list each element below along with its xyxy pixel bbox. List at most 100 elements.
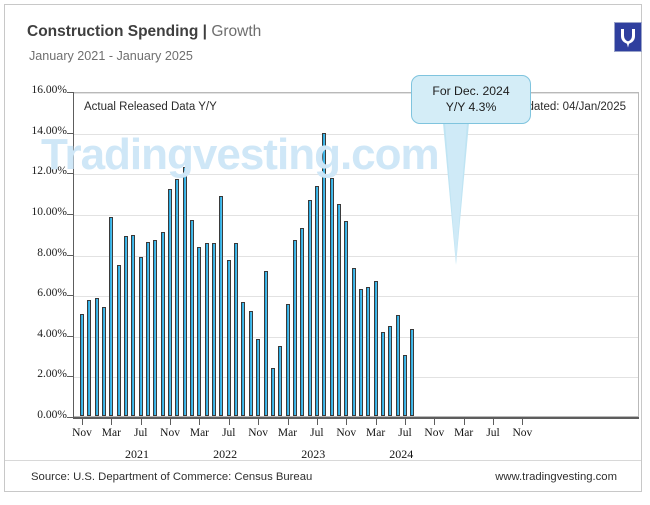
y-axis-tick-label: 6.00% — [37, 287, 67, 300]
page-title: Construction Spending | Growth — [27, 23, 261, 41]
y-axis-tick — [67, 335, 73, 337]
title-sub: Growth — [211, 23, 262, 40]
bar — [204, 243, 209, 416]
bar — [197, 247, 202, 416]
x-axis-tick — [375, 419, 377, 425]
bar — [131, 235, 136, 416]
site-url: www.tradingvesting.com — [495, 471, 617, 483]
y-axis-tick — [67, 376, 73, 378]
callout-line-1: For Dec. 2024 — [432, 84, 510, 98]
gridline — [74, 296, 638, 298]
y-axis-tick — [67, 213, 73, 215]
y-axis-tick — [67, 173, 73, 175]
y-axis-tick-label: 14.00% — [31, 124, 67, 137]
bar — [380, 331, 385, 416]
bar — [146, 242, 151, 416]
x-axis-tick — [140, 419, 142, 425]
y-axis-tick-label: 10.00% — [31, 205, 67, 218]
chart-header: Construction Spending | Growth January 2… — [5, 5, 642, 75]
x-axis-tick — [493, 419, 495, 425]
gridline — [74, 214, 638, 216]
callout-pointer-inner — [445, 123, 467, 262]
footer-divider — [5, 460, 641, 461]
y-axis-tick-label: 16.00% — [31, 84, 67, 96]
x-axis-year-label: 2024 — [389, 447, 414, 461]
x-axis-tick-label: Nov — [248, 427, 269, 439]
bar — [226, 259, 231, 416]
x-axis-tick — [228, 419, 230, 425]
x-axis-tick-label: Mar — [454, 427, 474, 439]
bar — [329, 178, 334, 416]
bar — [300, 228, 305, 416]
bar — [116, 264, 121, 416]
y-axis-tick — [67, 254, 73, 256]
x-axis-tick-label: Jul — [486, 427, 500, 439]
bar — [366, 287, 371, 416]
bar — [263, 270, 268, 416]
y-axis-labels: 0.00% 2.00% 4.00% 6.00% 8.00% 10.00% 12.00% 14.… — [5, 5, 73, 505]
y-axis-tick-label: 0.00% — [37, 409, 67, 421]
gridline — [74, 93, 638, 94]
bar — [336, 203, 341, 416]
x-axis-tick-label: Jul — [310, 427, 324, 439]
x-axis-year-label: 2022 — [213, 447, 238, 461]
y-axis-line — [73, 92, 74, 418]
plot-note-left: Actual Released Data Y/Y — [84, 101, 217, 113]
y-axis-tick — [67, 295, 73, 297]
gridline — [74, 133, 638, 135]
gridline — [74, 174, 638, 176]
x-axis-tick — [258, 419, 260, 425]
x-axis-tick — [346, 419, 348, 425]
bar — [344, 221, 349, 416]
x-axis-tick-label: Jul — [398, 427, 412, 439]
bull-logo-icon — [614, 22, 642, 52]
bar — [153, 240, 158, 416]
x-axis-tick-label: Nov — [160, 427, 180, 439]
x-axis-tick — [404, 419, 406, 425]
bar — [314, 186, 319, 416]
x-axis-tick — [316, 419, 318, 425]
x-axis-year-label: 2021 — [125, 447, 150, 461]
bar — [80, 314, 84, 416]
y-axis-tick — [67, 92, 73, 93]
x-axis-tick-label: Mar — [189, 427, 210, 439]
x-axis-tick-label: Nov — [72, 427, 92, 439]
bar — [256, 338, 261, 416]
bar — [395, 315, 400, 416]
x-axis-tick — [170, 419, 172, 425]
bar — [87, 300, 92, 416]
bar — [212, 243, 217, 416]
plot-note-right: Updated: 04/Jan/2025 — [512, 101, 626, 113]
bar — [248, 311, 253, 416]
x-axis-year-label: 2023 — [301, 447, 326, 461]
bar — [307, 199, 312, 416]
bar — [102, 307, 107, 416]
bar — [278, 345, 283, 416]
bar — [358, 289, 363, 416]
bar — [190, 219, 195, 416]
annotation-callout: For Dec. 2024 Y/Y 4.3% — [411, 75, 531, 125]
chart-card: Construction Spending | Growth January 2… — [4, 4, 642, 492]
bar — [270, 368, 275, 416]
x-axis-tick — [434, 419, 436, 425]
bar — [292, 240, 297, 416]
x-axis-tick — [522, 419, 524, 425]
x-axis-tick-label: Mar — [277, 427, 298, 439]
y-axis-tick-label: 12.00% — [31, 165, 67, 178]
x-axis-tick-label: Jul — [222, 427, 236, 439]
x-axis-tick-label: Mar — [101, 427, 121, 439]
x-axis-tick-label: Mar — [366, 427, 386, 439]
x-axis-tick-label: Jul — [134, 427, 148, 439]
x-axis-tick — [82, 419, 83, 425]
y-axis-tick-label: 2.00% — [37, 368, 67, 381]
bar — [285, 304, 290, 416]
x-axis-tick-label: Nov — [424, 427, 445, 439]
bar — [138, 256, 143, 416]
bar — [109, 216, 114, 416]
gridline — [74, 255, 638, 257]
x-axis-tick-label: Nov — [336, 427, 357, 439]
chart-subtitle: January 2021 - January 2025 — [29, 49, 193, 63]
bar — [241, 302, 246, 416]
x-axis-tick — [199, 419, 201, 425]
x-axis-line — [73, 417, 639, 419]
